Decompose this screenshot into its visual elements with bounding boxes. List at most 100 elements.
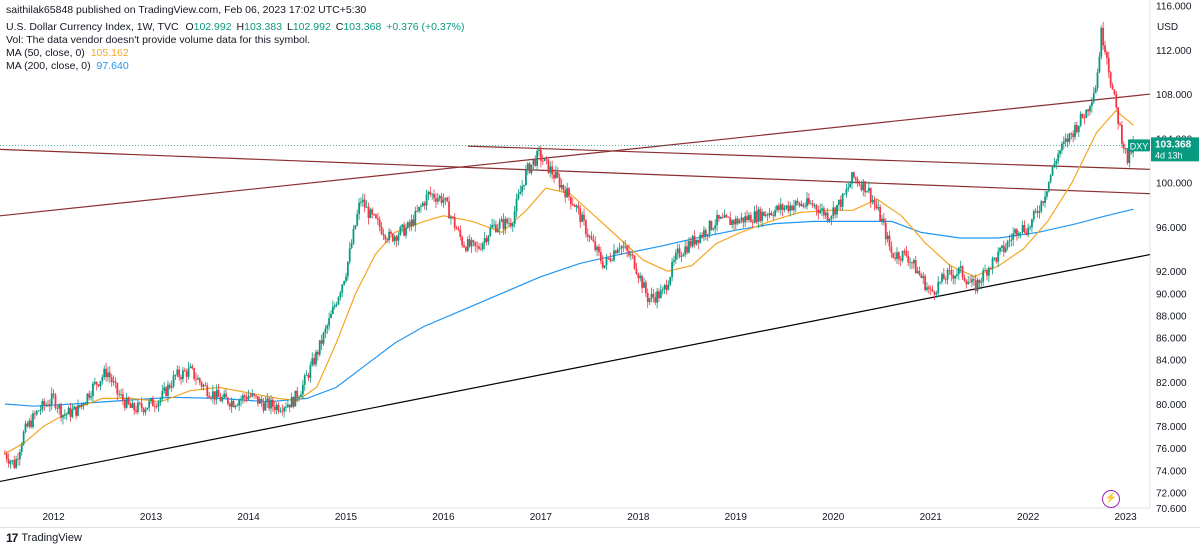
candle-body — [22, 431, 25, 445]
candle-body — [1096, 72, 1099, 89]
y-tick-label: 82.000 — [1156, 378, 1187, 389]
candle-body — [581, 214, 584, 222]
candle-body — [247, 395, 250, 400]
candle-body — [965, 280, 968, 285]
candle-body — [568, 188, 570, 197]
candle-body — [1017, 233, 1020, 236]
candle-body — [281, 410, 284, 412]
candle-body — [961, 266, 964, 278]
candle-body — [335, 304, 338, 306]
candle-body — [1070, 133, 1073, 135]
candle-body — [749, 215, 752, 223]
candle-body — [264, 401, 267, 411]
candle-body — [127, 397, 130, 404]
candle-body — [43, 400, 46, 406]
candle-body — [905, 251, 908, 256]
candle-body — [234, 405, 237, 408]
candle-body — [1051, 166, 1054, 176]
ma50-line[interactable] — [4, 109, 1134, 455]
candle-body — [1092, 93, 1095, 102]
candle-body — [712, 228, 715, 230]
candle-body — [341, 284, 344, 293]
candle-body — [609, 258, 612, 261]
candle-body — [45, 404, 48, 406]
candle-body — [824, 212, 827, 216]
candle-body — [208, 395, 211, 398]
candle-body — [348, 248, 351, 262]
candle-body — [423, 202, 426, 206]
candle-body — [465, 247, 467, 251]
candle-body — [1008, 240, 1011, 242]
y-tick-label: 88.000 — [1156, 311, 1187, 322]
candle-body — [249, 395, 252, 397]
candle-body — [869, 187, 872, 202]
ma50-legend[interactable]: MA (50, close, 0) 105.162 — [6, 47, 129, 60]
candle-body — [1034, 210, 1037, 212]
candle-body — [1091, 101, 1093, 107]
candle-body — [52, 393, 55, 396]
candle-body — [764, 214, 767, 216]
candle-body — [33, 413, 36, 415]
price-badge[interactable] — [1151, 137, 1199, 162]
candle-body — [650, 293, 653, 299]
candle-body — [86, 393, 89, 403]
candle-body — [1059, 150, 1061, 154]
candle-body — [538, 149, 540, 151]
candle-body — [534, 159, 537, 166]
candle-body — [189, 366, 192, 368]
candle-body — [703, 230, 705, 237]
candle-body — [433, 194, 435, 199]
ma200-legend[interactable]: MA (200, close, 0) 97.640 — [6, 60, 129, 73]
candle-body — [841, 194, 844, 207]
candle-body — [168, 384, 171, 388]
candle-body — [545, 157, 548, 160]
candle-body — [1006, 241, 1009, 248]
candle-body — [551, 166, 554, 175]
y-tick-label: 70.600 — [1156, 504, 1187, 515]
candle-body — [88, 393, 91, 398]
candle-body — [30, 420, 33, 428]
candle-body — [101, 377, 104, 382]
candle-body — [283, 407, 286, 412]
ma200-line[interactable] — [4, 208, 1134, 407]
candle-body — [146, 407, 149, 410]
candle-body — [1119, 123, 1121, 126]
candle-body — [320, 340, 323, 344]
x-tick-label: 2013 — [140, 512, 163, 523]
lightning-icon[interactable]: ⚡ — [1102, 490, 1120, 508]
candle-body — [159, 398, 162, 402]
candle-body — [1105, 52, 1108, 59]
trendline[interactable] — [0, 93, 1151, 217]
candle-body — [822, 208, 825, 216]
candle-body — [839, 199, 842, 207]
candle-body — [47, 404, 49, 407]
candle-body — [549, 166, 552, 173]
candle-body — [935, 293, 938, 295]
candle-body — [867, 187, 870, 192]
symbol-badge[interactable] — [1128, 139, 1150, 152]
candle-body — [684, 246, 687, 255]
candle-body — [322, 332, 325, 344]
trendline[interactable] — [0, 253, 1151, 483]
trendline[interactable] — [467, 145, 1151, 170]
candle-body — [1023, 225, 1026, 233]
candle-body — [926, 287, 928, 290]
candle-body — [241, 395, 244, 400]
candle-body — [18, 451, 21, 460]
candle-body — [746, 216, 748, 221]
candle-body — [641, 275, 643, 288]
tradingview-logo[interactable]: 17 TradingView — [6, 531, 82, 545]
candle-body — [438, 196, 441, 199]
candle-body — [69, 407, 72, 417]
candle-body — [963, 277, 966, 281]
candle-body — [611, 260, 614, 261]
candle-body — [922, 276, 925, 278]
candle-body — [227, 397, 229, 404]
candle-body — [26, 423, 29, 427]
candle-body — [744, 216, 747, 223]
y-tick-label: 116.000 — [1156, 2, 1192, 13]
trendline[interactable] — [0, 148, 1151, 195]
candle-body — [894, 257, 897, 259]
